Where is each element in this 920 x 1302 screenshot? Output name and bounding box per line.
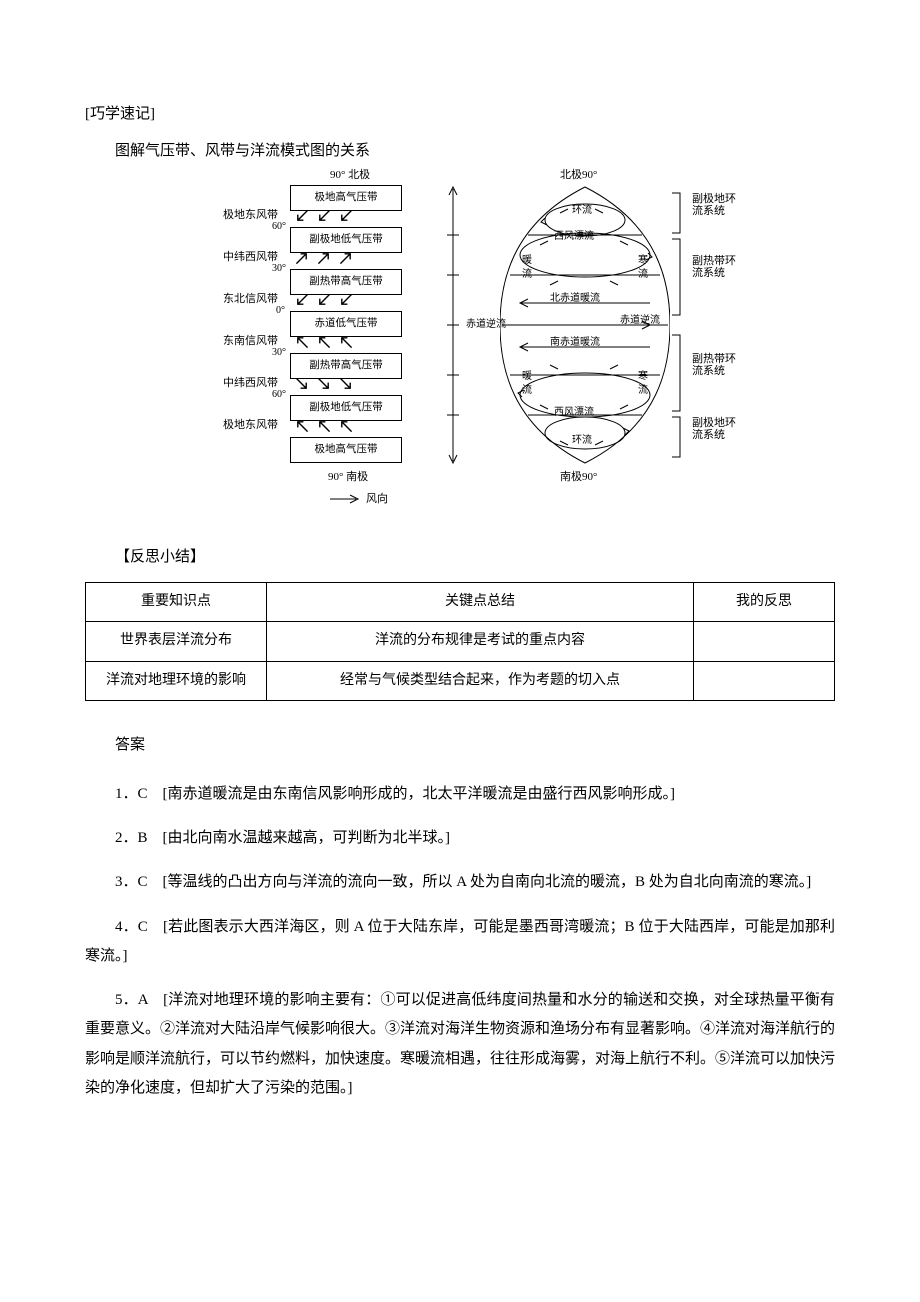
answers-heading: 答案: [85, 731, 835, 760]
wind-polar-e-s-arrows: [295, 419, 353, 433]
right-top-label: 北极90°: [560, 169, 597, 181]
eq-counter-r-label: 赤道逆流: [620, 315, 660, 326]
belt-subpolar-low-s: 副极地低气压带: [290, 395, 402, 421]
wwd-n-label: 西风漂流: [554, 231, 594, 242]
pressure-current-diagram: 90° 北极 北极90° 极地高气压带 极地东风带 60° 副极地低气压带: [200, 173, 720, 513]
sh-loop-label: 环流: [572, 435, 592, 446]
wind-westerlies-s-label: 中纬西风带: [218, 377, 278, 389]
th-reflection: 我的反思: [694, 582, 835, 622]
belt-subtrop-high-s: 副热带高气压带: [290, 353, 402, 379]
right-bottom-label: 南极90°: [560, 471, 597, 483]
wind-polar-e-n-arrows: [295, 209, 353, 223]
cell-key-0: 世界表层洋流分布: [86, 622, 267, 662]
cold-s-suffix: 流: [638, 385, 648, 396]
wwd-s-label: 西风漂流: [554, 407, 594, 418]
table-row: 洋流对地理环境的影响 经常与气候类型结合起来，作为考题的切入点: [86, 661, 835, 701]
table-header-row: 重要知识点 关键点总结 我的反思: [86, 582, 835, 622]
center-vertical-axis: [444, 185, 462, 465]
gyre-subpolar-n: 副极地环流系统: [692, 193, 742, 217]
lat-60s: 60°: [272, 389, 286, 400]
wind-ne-trade-arrows: [295, 293, 353, 307]
lat-60n: 60°: [272, 221, 286, 232]
wind-legend-text: 风向: [366, 489, 388, 510]
pressure-wind-column: 极地高气压带 极地东风带 60° 副极地低气压带 中纬西风带 30°: [200, 173, 450, 483]
gyre-subpolar-s: 副极地环流系统: [692, 417, 742, 441]
wind-westerlies-s-arrows: [295, 377, 353, 391]
wind-se-trade-arrows: [295, 335, 353, 349]
nh-loop-label: 环流: [572, 205, 592, 216]
cold-s-label: 寒: [638, 371, 648, 382]
cell-ref-0: [694, 622, 835, 662]
wind-westerlies-n-label: 中纬西风带: [218, 251, 278, 263]
n-equatorial-label: 北赤道暖流: [550, 293, 600, 304]
ocean-current-globe: 环流 西风漂流 暖 寒 流 流 北赤道暖流 赤道逆流 赤道逆流 南赤道暖流 暖 …: [500, 185, 670, 465]
lat-30n: 30°: [272, 263, 286, 274]
warm-s-suffix: 流: [522, 385, 532, 396]
lat-0: 0°: [276, 305, 285, 316]
belt-subtrop-high-n: 副热带高气压带: [290, 269, 402, 295]
cell-ref-1: [694, 661, 835, 701]
cell-sum-0: 洋流的分布规律是考试的重点内容: [267, 622, 694, 662]
wind-ne-trade-label: 东北信风带: [218, 293, 278, 305]
answer-5: 5．A [洋流对地理环境的影响主要有：①可以促进高低纬度间热量和水分的输送和交换…: [85, 986, 835, 1103]
summary-heading: 【反思小结】: [85, 543, 835, 572]
answer-1: 1．C [南赤道暖流是由东南信风影响形成的，北太平洋暖流是由盛行西风影响形成。]: [85, 780, 835, 809]
wind-polar-e-n-label: 极地东风带: [218, 209, 278, 221]
belt-subpolar-low-n: 副极地低气压带: [290, 227, 402, 253]
cold-n-suffix: 流: [638, 269, 648, 280]
wind-polar-e-s-label: 极地东风带: [218, 419, 278, 431]
answer-4: 4．C [若此图表示大西洋海区，则 A 位于大陆东岸，可能是墨西哥湾暖流；B 位…: [85, 913, 835, 972]
belt-equator-low: 赤道低气压带: [290, 311, 402, 337]
wind-westerlies-n-arrows: [295, 251, 353, 265]
eq-counter-l-label: 赤道逆流: [466, 319, 506, 330]
answer-3: 3．C [等温线的凸出方向与洋流的流向一致，所以 A 处为自南向北流的暖流，B …: [85, 868, 835, 897]
th-key: 重要知识点: [86, 582, 267, 622]
warm-n-label: 暖: [522, 255, 532, 266]
cold-n-label: 寒: [638, 255, 648, 266]
belt-polar-high-n: 极地高气压带: [290, 185, 402, 211]
warm-s-label: 暖: [522, 371, 532, 382]
th-summary: 关键点总结: [267, 582, 694, 622]
warm-n-suffix: 流: [522, 269, 532, 280]
diagram-title: 图解气压带、风带与洋流模式图的关系: [85, 137, 835, 166]
mnemonic-heading: [巧学速记]: [85, 100, 835, 129]
s-equatorial-label: 南赤道暖流: [550, 337, 600, 348]
cell-sum-1: 经常与气候类型结合起来，作为考题的切入点: [267, 661, 694, 701]
wind-legend: 风向: [330, 489, 388, 510]
lat-30s: 30°: [272, 347, 286, 358]
belt-polar-high-s: 极地高气压带: [290, 437, 402, 463]
gyre-brackets: [670, 185, 690, 465]
cell-key-1: 洋流对地理环境的影响: [86, 661, 267, 701]
gyre-subtrop-n: 副热带环流系统: [692, 255, 742, 279]
diagram-container: 90° 北极 北极90° 极地高气压带 极地东风带 60° 副极地低气压带: [85, 173, 835, 513]
wind-se-trade-label: 东南信风带: [218, 335, 278, 347]
summary-table: 重要知识点 关键点总结 我的反思 世界表层洋流分布 洋流的分布规律是考试的重点内…: [85, 582, 835, 702]
table-row: 世界表层洋流分布 洋流的分布规律是考试的重点内容: [86, 622, 835, 662]
left-bottom-label: 90° 南极: [328, 471, 368, 483]
answers-block: 1．C [南赤道暖流是由东南信风影响形成的，北太平洋暖流是由盛行西风影响形成。]…: [85, 780, 835, 1103]
answer-2: 2．B [由北向南水温越来越高，可判断为北半球。]: [85, 824, 835, 853]
gyre-subtrop-s: 副热带环流系统: [692, 353, 742, 377]
